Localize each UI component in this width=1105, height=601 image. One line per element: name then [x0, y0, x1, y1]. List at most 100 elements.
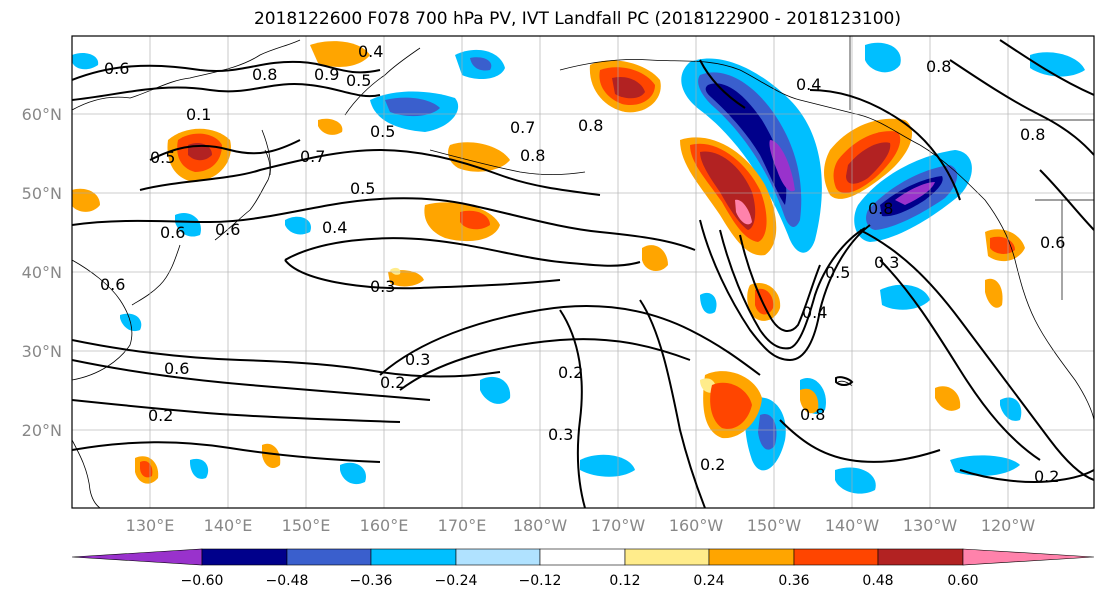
- contour-label: 0.6: [160, 223, 185, 242]
- colorbar-tick: 0.12: [609, 573, 640, 589]
- pos-anomaly-weak: [390, 267, 401, 275]
- colorbar-tick: −0.48: [266, 573, 309, 589]
- pos-anomaly: [935, 386, 961, 411]
- lon-label: 150°W: [747, 516, 802, 535]
- neg-anomaly-strong: [470, 57, 492, 71]
- contour-label: 0.1: [186, 105, 211, 124]
- contour-label: 0.6: [164, 359, 189, 378]
- contour-label: 0.8: [252, 65, 277, 84]
- gridlines: [72, 36, 1094, 508]
- pv-shading: [72, 41, 1085, 494]
- contour-label: 0.4: [796, 75, 821, 94]
- contour-label: 0.3: [405, 350, 430, 369]
- neg-anomaly: [950, 455, 1020, 476]
- colorbar-ticks: −0.60 −0.48 −0.36 −0.24 −0.12 0.12 0.24 …: [181, 573, 979, 589]
- contour-label: 0.2: [380, 373, 405, 392]
- contour-label: 0.5: [370, 122, 395, 141]
- lon-label: 130°E: [126, 516, 175, 535]
- contour-label: 0.3: [370, 277, 395, 296]
- contour-label: 0.4: [358, 42, 383, 61]
- lon-label: 160°E: [360, 516, 409, 535]
- contour-label: 0.3: [548, 425, 573, 444]
- contour-label: 0.6: [104, 59, 129, 78]
- lon-label: 170°E: [438, 516, 487, 535]
- map-frame: [71, 35, 1095, 509]
- contour-label: 0.8: [926, 57, 951, 76]
- lat-label: 30°N: [22, 342, 62, 361]
- contour-label: 0.6: [100, 275, 125, 294]
- neg-anomaly: [480, 376, 511, 404]
- pos-anomaly: [985, 278, 1003, 308]
- contour-label: 0.2: [148, 406, 173, 425]
- neg-anomaly: [1030, 52, 1085, 77]
- colorbar: −0.60 −0.48 −0.36 −0.24 −0.12 0.12 0.24 …: [71, 548, 1095, 589]
- pos-anomaly: [448, 142, 510, 172]
- neg-anomaly: [1000, 397, 1022, 421]
- coastline-japan: [214, 149, 271, 241]
- pos-anomaly-extreme: [735, 199, 752, 225]
- contour-label: 0.4: [322, 218, 347, 237]
- pos-anomaly-max: [188, 143, 212, 161]
- colorbar-swatch: [370, 548, 457, 566]
- colorbar-tick: −0.24: [435, 573, 478, 589]
- neg-anomaly-strong: [385, 97, 440, 117]
- neg-anomaly: [190, 458, 209, 479]
- contour-label: 0.3: [874, 253, 899, 272]
- colorbar-swatch: [539, 548, 626, 566]
- lat-label: 50°N: [22, 184, 62, 203]
- contour-label: 0.7: [510, 118, 535, 137]
- pos-anomaly: [72, 188, 100, 212]
- neg-anomaly: [700, 292, 717, 314]
- coastline-asia: [72, 39, 301, 111]
- colorbar-swatch: [624, 548, 710, 566]
- lat-label: 60°N: [22, 105, 62, 124]
- contour-labels: 0.6 0.8 0.4 0.9 0.5 0.1 0.5 0.5 0.7 0.7 …: [100, 42, 1065, 486]
- contour-label: 0.8: [800, 405, 825, 424]
- contour-label: 0.7: [300, 147, 325, 166]
- contour-label: 0.9: [314, 65, 339, 84]
- contour-label: 0.8: [868, 199, 893, 218]
- neg-anomaly-strong: [758, 414, 777, 450]
- colorbar-swatch: [708, 548, 795, 566]
- colorbar-tick: 0.60: [947, 573, 978, 589]
- pos-anomaly: [800, 388, 819, 414]
- colorbar-swatch: [201, 548, 288, 566]
- lat-label: 20°N: [22, 421, 62, 440]
- map-title: 2018122600 F078 700 hPa PV, IVT Landfall…: [253, 9, 901, 29]
- contour-label: 0.2: [1034, 467, 1059, 486]
- lon-label: 120°W: [981, 516, 1036, 535]
- neg-anomaly: [72, 53, 99, 70]
- lon-label: 130°W: [903, 516, 958, 535]
- coastline-west-coast: [919, 144, 1094, 421]
- contour-label: 0.8: [578, 116, 603, 135]
- pos-anomaly: [310, 41, 370, 67]
- contour-label: 0.6: [215, 220, 240, 239]
- lat-label: 40°N: [22, 263, 62, 282]
- coastline-kamchatka: [344, 47, 421, 116]
- neg-anomaly-extreme: [895, 182, 935, 205]
- colorbar-swatch: [793, 548, 879, 566]
- contour-label: 0.8: [1020, 125, 1045, 144]
- contour-label: 0.8: [520, 146, 545, 165]
- contour-label: 0.6: [1040, 233, 1065, 252]
- contour-label: 0.5: [350, 179, 375, 198]
- coastline-aleutians: [429, 149, 586, 176]
- coastline-hawaii: [837, 380, 853, 387]
- colorbar-swatch: [286, 548, 372, 566]
- coastlines: [72, 39, 1094, 508]
- lon-label: 150°E: [282, 516, 331, 535]
- neg-anomaly: [580, 454, 635, 477]
- coastline-korea: [131, 244, 181, 306]
- contour-label: 0.2: [700, 455, 725, 474]
- neg-anomaly-extreme: [769, 140, 795, 192]
- colorbar-swatch: [71, 548, 203, 566]
- colorbar-swatch: [877, 548, 964, 566]
- pos-anomaly: [642, 245, 668, 272]
- lon-label: 180°W: [513, 516, 568, 535]
- lon-label: 160°W: [669, 516, 724, 535]
- neg-anomaly: [285, 216, 311, 235]
- coastline-china: [72, 259, 133, 381]
- pos-anomaly-max: [612, 76, 645, 99]
- borders: [849, 36, 1094, 300]
